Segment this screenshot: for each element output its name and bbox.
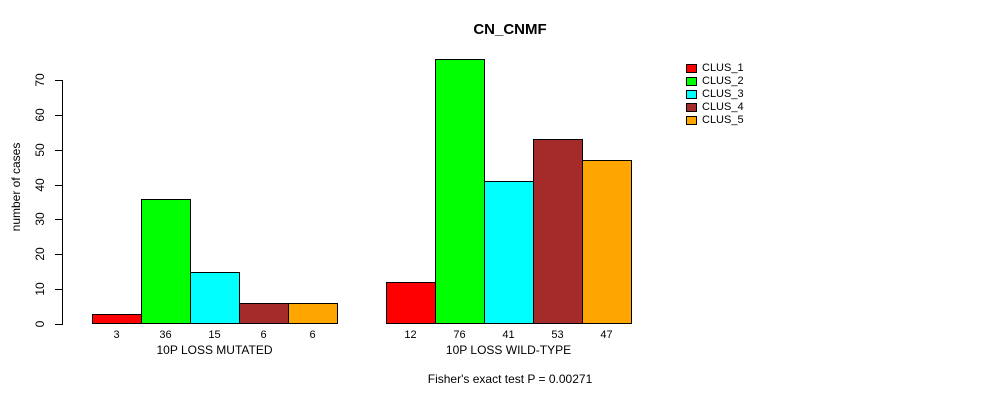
legend-item-clus_3: CLUS_3 — [686, 89, 744, 100]
y-axis-line — [62, 80, 63, 325]
footer-note: Fisher's exact test P = 0.00271 — [427, 372, 593, 386]
x-group-label: 10P LOSS MUTATED — [156, 343, 273, 357]
legend-swatch-icon — [686, 64, 697, 73]
y-axis-tick — [55, 254, 62, 255]
bar-value-label: 15 — [208, 329, 221, 341]
y-axis-tick-label: 0 — [33, 320, 47, 328]
bar-clus_2-group2 — [435, 59, 485, 324]
bar-value-label: 36 — [159, 329, 172, 341]
legend-swatch-icon — [686, 103, 697, 112]
y-axis-tick — [55, 185, 62, 186]
y-axis-tick-label: 10 — [33, 282, 47, 296]
bar-clus_5-group2 — [582, 160, 632, 324]
legend: CLUS_1 CLUS_2 CLUS_3 CLUS_4 CLUS_5 — [686, 63, 744, 126]
legend-swatch-icon — [686, 116, 697, 125]
bar-clus_5-group1 — [288, 303, 338, 324]
bar-value-label: 3 — [113, 329, 120, 341]
y-axis-tick — [55, 219, 62, 220]
y-axis-tick-label: 30 — [33, 212, 47, 226]
x-group-label: 10P LOSS WILD-TYPE — [445, 343, 572, 357]
legend-label: CLUS_5 — [702, 114, 744, 126]
legend-label: CLUS_2 — [702, 75, 744, 87]
bar-clus_4-group2 — [533, 139, 583, 324]
legend-item-clus_1: CLUS_1 — [686, 63, 744, 74]
legend-label: CLUS_3 — [702, 88, 744, 100]
bar-value-label: 6 — [309, 329, 316, 341]
bar-value-label: 41 — [502, 329, 515, 341]
bar-value-label: 76 — [453, 329, 466, 341]
y-axis-tick-label: 20 — [33, 247, 47, 261]
bar-clus_3-group1 — [190, 272, 240, 324]
legend-item-clus_4: CLUS_4 — [686, 102, 744, 113]
bar-clus_2-group1 — [141, 199, 191, 324]
bar-value-label: 47 — [600, 329, 613, 341]
bar-clus_1-group1 — [92, 314, 142, 324]
y-axis-tick-label: 60 — [33, 108, 47, 122]
bar-value-label: 53 — [551, 329, 564, 341]
y-axis-tick-label: 50 — [33, 143, 47, 157]
legend-item-clus_5: CLUS_5 — [686, 115, 744, 126]
y-axis-tick-label: 70 — [33, 73, 47, 87]
y-axis-label: number of cases — [9, 142, 23, 232]
y-axis-tick-label: 40 — [33, 178, 47, 192]
legend-label: CLUS_4 — [702, 101, 744, 113]
legend-item-clus_2: CLUS_2 — [686, 76, 744, 87]
bar-value-label: 12 — [404, 329, 417, 341]
y-axis-tick — [55, 289, 62, 290]
bar-value-label: 6 — [260, 329, 267, 341]
y-axis-tick — [55, 115, 62, 116]
chart-title: CN_CNMF — [473, 21, 547, 38]
bar-clus_3-group2 — [484, 181, 534, 324]
y-axis-tick — [55, 80, 62, 81]
y-axis-tick — [55, 150, 62, 151]
legend-label: CLUS_1 — [702, 62, 744, 74]
legend-swatch-icon — [686, 90, 697, 99]
bar-clus_1-group2 — [386, 282, 436, 324]
bar-clus_4-group1 — [239, 303, 289, 324]
y-axis-tick — [55, 324, 62, 325]
legend-swatch-icon — [686, 77, 697, 86]
